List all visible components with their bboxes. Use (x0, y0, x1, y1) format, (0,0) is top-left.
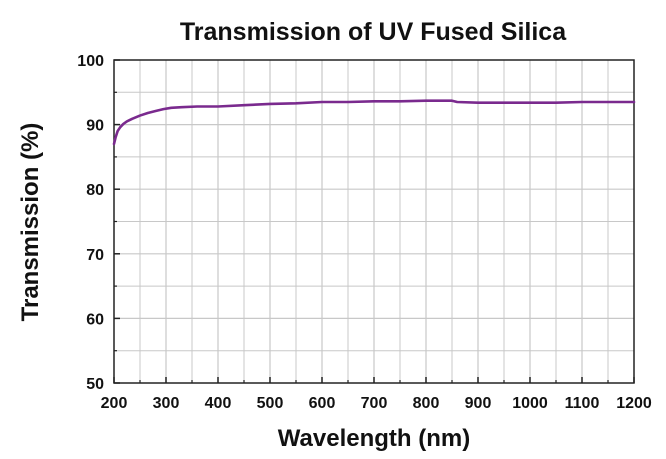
x-tick-label: 1100 (565, 395, 600, 412)
series-line (112, 99, 636, 146)
x-tick-label: 300 (153, 395, 180, 412)
y-tick-label: 100 (77, 53, 104, 70)
y-tick-label: 80 (86, 182, 104, 199)
x-tick-label: 200 (101, 395, 128, 412)
axis-ticks (113, 59, 635, 384)
x-tick-label: 1200 (616, 395, 652, 412)
grid-major (114, 60, 634, 383)
x-tick-label: 400 (205, 395, 232, 412)
x-tick-label: 900 (465, 395, 492, 412)
chart-title: Transmission of UV Fused Silica (180, 18, 567, 46)
y-tick-label: 60 (86, 311, 104, 328)
x-tick-label: 1000 (512, 395, 548, 412)
x-tick-labels: 200 300 400 500 600 700 800 900 1000 1100 1200 (101, 395, 652, 412)
y-tick-labels: 50 60 70 80 90 100 (77, 53, 104, 393)
series-layer (112, 99, 636, 146)
x-tick-label: 800 (413, 395, 440, 412)
y-tick-label: 90 (86, 118, 104, 135)
y-tick-label: 70 (86, 247, 104, 264)
y-tick-label: 50 (86, 376, 104, 393)
y-axis-label: Transmission (%) (17, 123, 44, 322)
x-tick-label: 700 (361, 395, 388, 412)
x-tick-label: 600 (309, 395, 336, 412)
x-axis-label: Wavelength (nm) (278, 425, 470, 452)
x-tick-label: 500 (257, 395, 284, 412)
